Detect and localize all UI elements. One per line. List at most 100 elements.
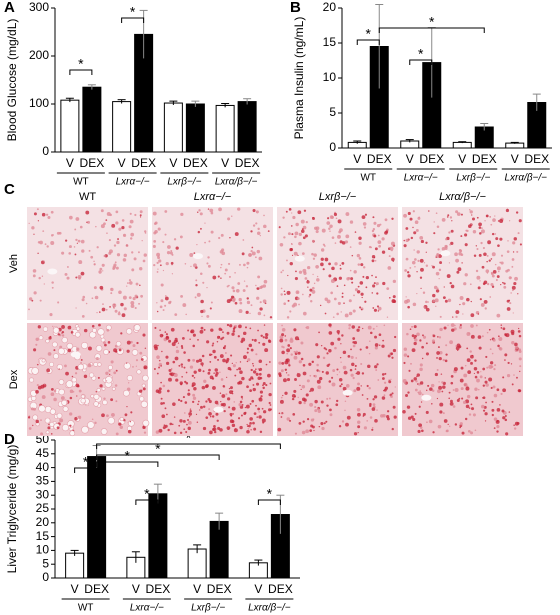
significance-bracket bbox=[257, 499, 281, 505]
stain-dot bbox=[469, 210, 473, 214]
panel-label: C bbox=[4, 181, 15, 198]
stain-dot bbox=[37, 325, 41, 329]
stain-dot bbox=[51, 281, 54, 284]
stain-dot bbox=[99, 311, 101, 313]
stain-dot bbox=[447, 214, 450, 217]
stain-dot bbox=[420, 401, 423, 403]
vacuole bbox=[97, 328, 105, 336]
stain-dot bbox=[246, 351, 249, 354]
stain-dot bbox=[371, 426, 374, 429]
stain-dot bbox=[121, 313, 126, 318]
stain-dot bbox=[344, 409, 346, 412]
stain-dot bbox=[226, 299, 231, 304]
stain-dot bbox=[368, 386, 371, 390]
stain-dot bbox=[475, 396, 479, 400]
stain-dot bbox=[129, 212, 132, 215]
stain-dot bbox=[181, 375, 183, 378]
stain-dot bbox=[392, 279, 397, 284]
stain-dot bbox=[517, 232, 520, 235]
stain-dot bbox=[298, 241, 302, 246]
group-label: Lxrα/β−/− bbox=[504, 173, 547, 184]
stain-dot bbox=[202, 370, 205, 373]
stain-dot bbox=[480, 404, 485, 409]
stain-dot bbox=[264, 348, 269, 353]
stain-dot bbox=[514, 421, 519, 426]
stain-dot bbox=[464, 417, 468, 421]
stain-dot bbox=[507, 240, 509, 242]
stain-dot bbox=[489, 361, 494, 365]
stain-dot bbox=[241, 252, 245, 256]
stain-dot bbox=[470, 403, 473, 406]
stain-dot bbox=[312, 425, 315, 429]
stain-dot bbox=[413, 325, 417, 329]
stain-dot bbox=[160, 283, 164, 287]
stain-dot bbox=[249, 417, 253, 421]
stain-dot bbox=[295, 270, 297, 273]
stain-dot bbox=[411, 260, 416, 265]
vacuole bbox=[45, 430, 50, 435]
stain-dot bbox=[500, 324, 503, 326]
stain-dot bbox=[331, 376, 334, 379]
stain-dot bbox=[442, 358, 445, 362]
stain-dot bbox=[139, 284, 141, 287]
stain-dot bbox=[383, 381, 387, 384]
vacuole bbox=[90, 394, 95, 399]
stain-dot bbox=[340, 311, 342, 313]
stain-dot bbox=[459, 323, 462, 327]
stain-dot bbox=[133, 257, 137, 261]
stain-dot bbox=[228, 275, 231, 278]
stain-dot bbox=[205, 416, 209, 420]
stain-dot bbox=[392, 348, 397, 353]
stain-dot bbox=[112, 267, 115, 270]
stain-dot bbox=[391, 392, 394, 395]
stain-dot bbox=[472, 413, 476, 417]
stain-dot bbox=[394, 386, 396, 388]
stain-dot bbox=[491, 413, 494, 417]
stain-dot bbox=[219, 392, 222, 395]
stain-dot bbox=[250, 250, 253, 253]
stain-dot bbox=[512, 241, 516, 245]
stain-dot bbox=[183, 366, 186, 369]
stain-dot bbox=[410, 415, 414, 419]
stain-dot bbox=[302, 371, 307, 376]
stain-dot bbox=[518, 389, 522, 393]
stain-dot bbox=[344, 313, 349, 318]
stain-dot bbox=[241, 398, 243, 400]
stain-dot bbox=[53, 397, 57, 402]
stain-dot bbox=[296, 373, 301, 378]
stain-dot bbox=[373, 234, 377, 238]
stain-dot bbox=[495, 279, 498, 282]
stain-dot bbox=[281, 350, 285, 355]
stain-dot bbox=[183, 351, 186, 354]
micrograph bbox=[277, 207, 398, 320]
stain-dot bbox=[477, 335, 482, 339]
stain-dot bbox=[333, 297, 337, 301]
stain-dot bbox=[220, 233, 224, 237]
stain-dot bbox=[485, 214, 489, 218]
stain-dot bbox=[248, 253, 252, 257]
stain-dot bbox=[132, 344, 136, 348]
stain-dot bbox=[414, 220, 419, 225]
stain-dot bbox=[287, 299, 290, 302]
stain-dot bbox=[208, 412, 212, 416]
stain-dot bbox=[354, 368, 357, 370]
stain-dot bbox=[376, 409, 378, 411]
stain-dot bbox=[192, 400, 195, 404]
stain-dot bbox=[436, 357, 438, 359]
vacuole bbox=[126, 328, 133, 335]
stain-dot bbox=[220, 263, 223, 266]
stain-dot bbox=[381, 237, 385, 241]
x-tick-label: V bbox=[66, 156, 74, 170]
stain-dot bbox=[358, 236, 362, 240]
stain-dot bbox=[341, 295, 344, 298]
stain-dot bbox=[192, 396, 197, 400]
stain-dot bbox=[234, 232, 239, 237]
stain-dot bbox=[262, 342, 266, 346]
stain-dot bbox=[309, 374, 312, 377]
stain-dot bbox=[360, 263, 364, 267]
stain-dot bbox=[377, 379, 380, 381]
stain-dot bbox=[486, 366, 489, 369]
stain-dot bbox=[445, 353, 448, 356]
stain-dot bbox=[43, 260, 45, 262]
stain-dot bbox=[280, 287, 283, 290]
